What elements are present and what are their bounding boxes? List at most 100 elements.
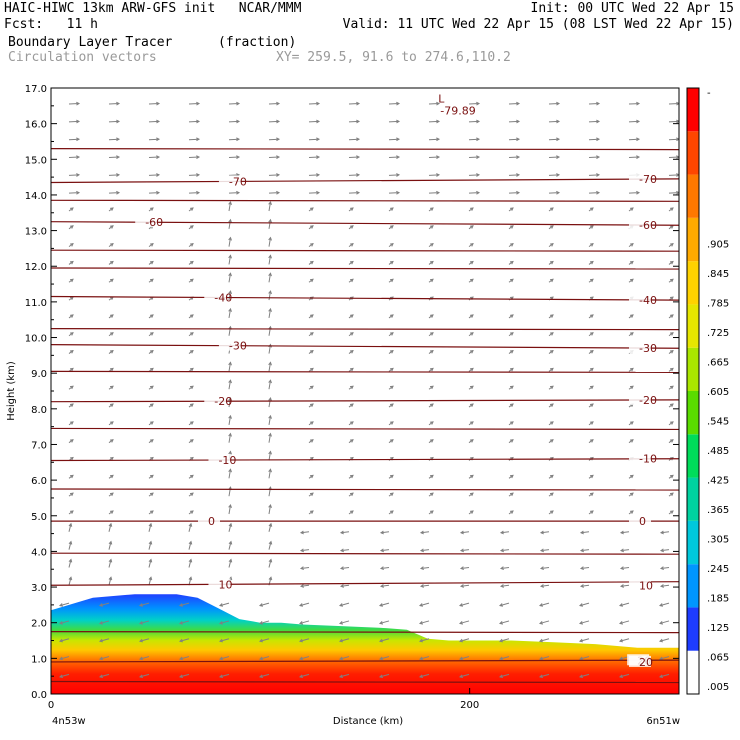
vector-arrowhead bbox=[189, 421, 194, 425]
vector-arrowhead bbox=[549, 421, 554, 425]
contour-label: 0 bbox=[208, 515, 215, 528]
vector-arrow bbox=[228, 174, 240, 176]
vector-arrow bbox=[508, 103, 520, 105]
vector-arrowhead bbox=[276, 84, 279, 87]
vector-arrow bbox=[68, 192, 80, 194]
contour-label-bg bbox=[629, 393, 651, 405]
vector-arrowhead bbox=[378, 603, 384, 607]
vector-arrow bbox=[669, 86, 679, 87]
boundary-layer-region bbox=[51, 594, 679, 694]
vector-arrowhead bbox=[228, 414, 232, 419]
vector-arrow bbox=[68, 156, 80, 159]
vector-arrowhead bbox=[629, 385, 634, 390]
colorbar-swatch bbox=[687, 434, 699, 478]
vector-arrowhead bbox=[396, 101, 401, 106]
x-tick-label: 200 bbox=[460, 700, 479, 711]
vector-arrowhead bbox=[109, 225, 114, 229]
vector-arrow bbox=[228, 103, 240, 105]
vector-arrowhead bbox=[309, 492, 314, 497]
vector-arrow bbox=[188, 192, 200, 194]
contour-line bbox=[50, 249, 680, 252]
vector-arrow bbox=[179, 673, 190, 678]
vector-arrow bbox=[619, 673, 630, 678]
colorbar-label: .905 bbox=[707, 240, 729, 251]
vector-arrowhead bbox=[669, 367, 674, 372]
vector-arrow bbox=[660, 531, 670, 534]
vector-arrow bbox=[588, 174, 600, 176]
vector-arrowhead bbox=[436, 173, 441, 177]
vector-arrowhead bbox=[418, 620, 424, 625]
vector-arrowhead bbox=[676, 155, 679, 160]
vector-arrowhead bbox=[658, 620, 664, 625]
vector-arrowhead bbox=[309, 296, 314, 301]
vector-arrow bbox=[459, 673, 470, 678]
vector-arrowhead bbox=[189, 225, 194, 229]
contour-label: -20 bbox=[639, 394, 657, 407]
vector-arrow bbox=[428, 174, 440, 176]
vector-arrowhead bbox=[218, 674, 224, 679]
vector-arrowhead bbox=[658, 638, 664, 643]
vector-arrowhead bbox=[669, 207, 674, 211]
vector-arrow bbox=[620, 584, 630, 587]
vector-arrow bbox=[228, 326, 231, 336]
vector-arrowhead bbox=[509, 243, 514, 247]
vector-arrow bbox=[499, 602, 510, 607]
vector-arrow bbox=[108, 156, 120, 159]
contour-line bbox=[50, 295, 680, 301]
vector-arrowhead bbox=[539, 530, 544, 535]
y-axis: 0.0 1.0 2.0 3.0 4.0 5.0 6.0 7.0 8.0 9.0 10.0 11.0 12… bbox=[25, 84, 679, 701]
vector-arrow bbox=[299, 656, 310, 660]
vector-arrowhead bbox=[218, 656, 224, 661]
contour-line bbox=[50, 631, 680, 634]
colorbar-swatch bbox=[687, 304, 699, 348]
vector-arrowhead bbox=[629, 439, 634, 443]
contour-label: -40 bbox=[214, 291, 232, 304]
vector-arrowhead bbox=[109, 474, 114, 479]
contour-label: -10 bbox=[218, 454, 236, 467]
vector-arrow bbox=[148, 192, 160, 194]
vector-arrowhead bbox=[58, 656, 64, 661]
vector-arrowhead bbox=[596, 190, 601, 195]
colorbar-swatch bbox=[687, 650, 699, 694]
vector-arrow bbox=[219, 620, 230, 624]
vector-arrowhead bbox=[98, 603, 104, 607]
vector-arrowhead bbox=[178, 620, 184, 625]
vector-arrowhead bbox=[258, 638, 264, 643]
vector-arrowhead bbox=[268, 576, 273, 581]
vector-arrow bbox=[268, 451, 271, 461]
vector-arrow bbox=[188, 174, 200, 176]
vector-arrow bbox=[228, 362, 231, 372]
vector-arrowhead bbox=[149, 278, 154, 283]
vector-arrowhead bbox=[379, 566, 384, 571]
vector-arrowhead bbox=[379, 530, 384, 535]
vector-arrowhead bbox=[579, 566, 584, 571]
vector-arrowhead bbox=[669, 385, 674, 390]
vector-arrowhead bbox=[469, 332, 474, 336]
vector-arrow bbox=[340, 566, 350, 569]
vector-arrowhead bbox=[309, 225, 314, 229]
vector-arrowhead bbox=[116, 137, 121, 142]
vector-arrowhead bbox=[549, 207, 554, 211]
vector-arrow bbox=[580, 566, 590, 569]
colorbar-label: .845 bbox=[707, 269, 729, 280]
vector-arrowhead bbox=[228, 307, 232, 312]
vector-arrowhead bbox=[669, 492, 674, 497]
vector-arrowhead bbox=[499, 566, 504, 571]
vector-arrowhead bbox=[459, 530, 464, 535]
vector-arrowhead bbox=[76, 137, 81, 142]
vector-arrow bbox=[148, 103, 160, 105]
vector-arrowhead bbox=[69, 403, 74, 407]
vector-arrowhead bbox=[419, 584, 424, 588]
vector-arrowhead bbox=[549, 385, 554, 390]
y-tick-label: 17.0 bbox=[25, 84, 47, 95]
vector-arrow bbox=[148, 577, 152, 586]
vector-arrow bbox=[108, 192, 120, 194]
vector-arrowhead bbox=[389, 225, 394, 229]
contour-label-bg bbox=[629, 515, 651, 527]
vector-arrowhead bbox=[549, 349, 554, 354]
vector-arrowhead bbox=[389, 421, 394, 425]
vector-arrow bbox=[108, 559, 112, 568]
vector-arrowhead bbox=[316, 84, 319, 87]
vector-arrowhead bbox=[316, 137, 321, 142]
vector-arrowhead bbox=[349, 296, 354, 301]
